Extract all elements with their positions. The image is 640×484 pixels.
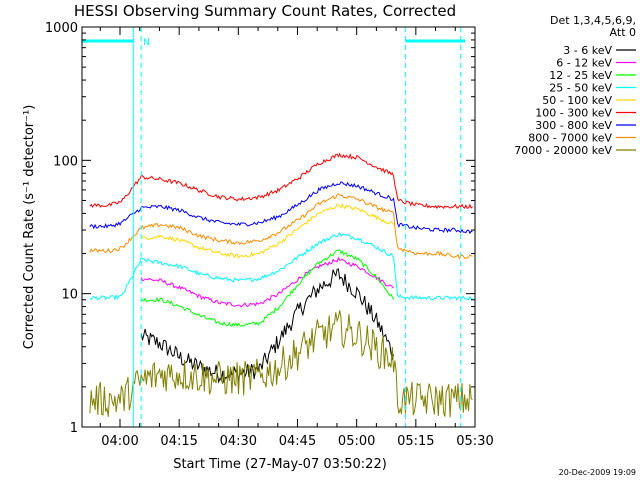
series-line: [89, 232, 473, 301]
legend-entry-label: 6 - 12 keV: [556, 57, 612, 70]
chart-title: HESSI Observing Summary Count Rates, Cor…: [74, 2, 456, 20]
series-line: [140, 249, 395, 328]
legend-header-1: Det 1,3,4,5,6,9,: [550, 14, 636, 27]
series-line: [89, 310, 473, 418]
legend-entry-label: 300 - 800 keV: [535, 119, 612, 132]
x-tick-label: 04:30: [220, 434, 257, 449]
plot-frame: [81, 26, 476, 428]
y-axis-label: Corrected Count Rate (s⁻¹ detector⁻¹): [22, 105, 37, 350]
series-layer: [89, 152, 473, 418]
series-line: [141, 203, 394, 259]
y-tick-label: 10: [61, 288, 78, 303]
series-line: [89, 181, 473, 235]
flag-label: N: [143, 38, 150, 48]
y-axis: 1 10 100 1000: [45, 21, 475, 436]
x-axis: 04:00 04:15 04:30 04:45 05:00 05:15 05:30: [99, 27, 494, 449]
series-line: [140, 268, 395, 384]
y-tick-label: 100: [53, 154, 78, 169]
flag-layer: N: [82, 27, 465, 427]
legend-entry-label: 100 - 300 keV: [535, 107, 612, 120]
legend-entry-label: 7000 - 20000 keV: [514, 144, 612, 157]
y-tick-label: 1000: [45, 21, 78, 36]
x-tick-label: 04:15: [160, 434, 197, 449]
y-tick-label: 1: [70, 421, 78, 436]
legend-entry-label: 50 - 100 keV: [542, 94, 612, 107]
legend-entry-label: 3 - 6 keV: [563, 44, 612, 57]
x-tick-label: 04:45: [279, 434, 316, 449]
series-line: [89, 152, 473, 210]
series-line: [140, 256, 394, 308]
x-tick-label: 05:30: [456, 434, 493, 449]
legend-entry-label: 800 - 7000 keV: [528, 132, 612, 145]
x-tick-label: 05:00: [338, 434, 375, 449]
legend-entry-label: 12 - 25 keV: [549, 69, 612, 82]
legend-entry-label: 25 - 50 keV: [549, 82, 612, 95]
x-tick-label: 05:15: [397, 434, 434, 449]
footer-timestamp: 20-Dec-2009 19:09: [559, 468, 636, 477]
x-axis-label: Start Time (27-May-07 03:50:22): [173, 457, 387, 472]
legend-header-2: Att 0: [610, 26, 636, 39]
x-tick-label: 04:00: [101, 434, 138, 449]
series-line: [89, 193, 473, 260]
